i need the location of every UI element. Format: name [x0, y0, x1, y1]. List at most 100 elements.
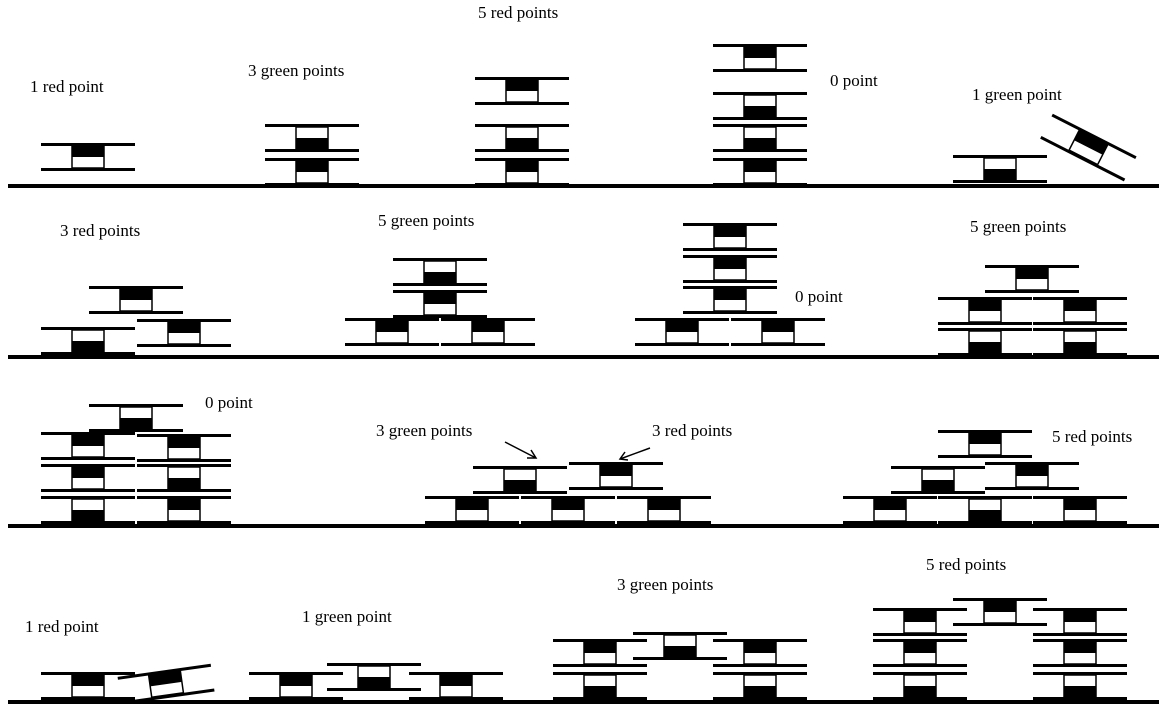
plate — [393, 290, 487, 293]
piece — [475, 124, 569, 152]
piece — [137, 464, 231, 492]
box-black — [376, 321, 408, 332]
piece — [117, 663, 215, 704]
plate — [425, 496, 519, 499]
box-black — [552, 499, 584, 510]
plate — [475, 158, 569, 161]
plate — [1033, 664, 1127, 667]
box-black — [168, 437, 200, 448]
plate — [249, 672, 343, 675]
plate — [137, 319, 231, 322]
label: 1 green point — [302, 607, 392, 626]
plate — [137, 464, 231, 467]
box-black — [72, 510, 104, 521]
plate — [683, 223, 777, 226]
box-black — [296, 161, 328, 172]
plate — [265, 124, 359, 127]
plate — [683, 286, 777, 289]
plate — [683, 311, 777, 314]
box-black — [969, 300, 1001, 311]
label: 0 point — [795, 287, 843, 306]
plate — [41, 521, 135, 524]
plate — [713, 124, 807, 127]
plate — [345, 343, 439, 346]
piece — [873, 672, 967, 700]
plate — [441, 318, 535, 321]
piece — [713, 44, 807, 72]
label: 3 red points — [652, 421, 732, 440]
piece — [713, 92, 807, 120]
piece — [713, 639, 807, 667]
plate — [1033, 608, 1127, 611]
box-black — [72, 675, 104, 686]
plate — [473, 491, 567, 494]
plate — [1033, 633, 1127, 636]
label: 5 red points — [1052, 427, 1132, 446]
plate — [713, 158, 807, 161]
plate — [873, 697, 967, 700]
plate — [985, 265, 1079, 268]
plate — [41, 432, 135, 435]
piece — [425, 496, 519, 524]
plate — [41, 352, 135, 355]
plate — [873, 639, 967, 642]
plate — [553, 672, 647, 675]
piece — [327, 663, 421, 691]
box-black — [664, 646, 696, 657]
box-black — [1074, 130, 1108, 155]
plate — [683, 255, 777, 258]
plate — [117, 663, 212, 680]
piece — [635, 318, 729, 346]
plate — [713, 117, 807, 120]
arrow — [504, 441, 538, 459]
plate — [89, 286, 183, 289]
plate — [41, 496, 135, 499]
plate — [731, 318, 825, 321]
plate — [713, 697, 807, 700]
box-black — [1064, 686, 1096, 697]
piece — [41, 327, 135, 355]
label: 3 green points — [617, 575, 713, 594]
plate — [569, 462, 663, 465]
plate — [409, 672, 503, 675]
plate — [633, 632, 727, 635]
box-black — [1016, 465, 1048, 476]
box-black — [1064, 499, 1096, 510]
piece — [1033, 328, 1127, 356]
piece — [1033, 496, 1127, 524]
plate — [475, 77, 569, 80]
box-black — [584, 686, 616, 697]
plate — [713, 92, 807, 95]
plate — [41, 464, 135, 467]
piece — [953, 598, 1047, 626]
plate — [553, 697, 647, 700]
piece — [713, 672, 807, 700]
box-black — [120, 289, 152, 300]
plate — [843, 521, 937, 524]
box-black — [922, 480, 954, 491]
plate — [873, 664, 967, 667]
box-black — [744, 642, 776, 653]
box-black — [904, 686, 936, 697]
plate — [1033, 639, 1127, 642]
piece — [713, 124, 807, 152]
piece — [137, 319, 231, 347]
plate — [475, 183, 569, 186]
plate — [713, 664, 807, 667]
piece — [617, 496, 711, 524]
plate — [1033, 297, 1127, 300]
plate — [473, 466, 567, 469]
plate — [713, 69, 807, 72]
plate — [41, 327, 135, 330]
label: 0 point — [830, 71, 878, 90]
piece — [683, 255, 777, 283]
plate — [425, 521, 519, 524]
box-black — [762, 321, 794, 332]
plate — [89, 429, 183, 432]
piece — [553, 639, 647, 667]
piece — [985, 265, 1079, 293]
piece — [89, 404, 183, 432]
pieces — [41, 44, 1137, 704]
piece — [938, 430, 1032, 458]
label: 5 red points — [478, 3, 558, 22]
